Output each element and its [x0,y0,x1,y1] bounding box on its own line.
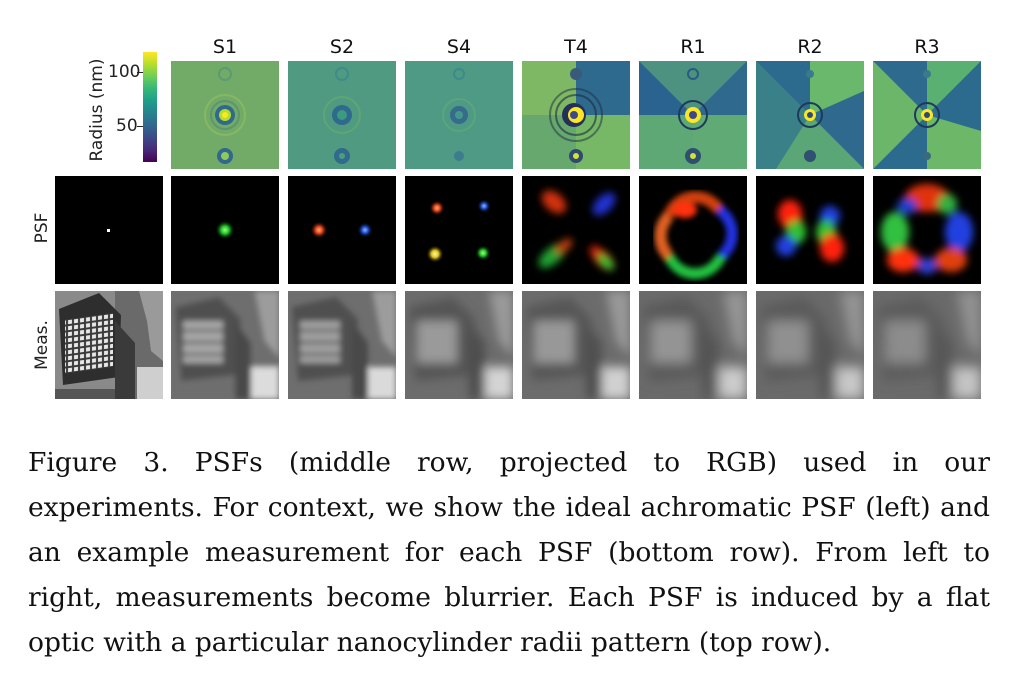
measurement-s4 [405,291,513,399]
colorbar-label: Radius (nm) [87,58,107,162]
measurement-r1 [639,291,747,399]
radius-pattern-r3 [873,61,981,169]
measurement-r3 [873,291,981,399]
column-label-t4: T4 [564,36,588,58]
psf-s2 [288,176,396,284]
radius-pattern-t4 [522,61,630,169]
colorbar-tick-mark [137,72,143,73]
column-label-s2: S2 [329,36,355,58]
figure-caption: Figure 3. PSFs (middle row, projected to… [28,447,990,658]
radius-pattern-r1 [639,61,747,169]
measurement-s1 [171,291,279,399]
row-label-meas: Meas. [32,320,52,370]
psf-t4 [522,176,630,284]
psf-r3 [873,176,981,284]
measurement-r2 [756,291,864,399]
column-label-r2: R2 [797,36,823,58]
colorbar [143,52,157,162]
measurement-t4 [522,291,630,399]
psf-s1 [171,176,279,284]
column-label-s4: S4 [446,36,472,58]
psf-r2 [756,176,864,284]
row-label-psf: PSF [32,212,52,244]
radius-pattern-s4 [405,61,513,169]
psf-s4 [405,176,513,284]
radius-pattern-r2 [756,61,864,169]
measurement-s2 [288,291,396,399]
colorbar-tick-50: 50 [116,116,138,136]
radius-pattern-s2 [288,61,396,169]
column-label-r3: R3 [914,36,940,58]
colorbar-tick-mark [137,126,143,127]
colorbar-tick-100: 100 [108,62,141,82]
psf-r1 [639,176,747,284]
psf-ideal-achromatic [55,176,163,284]
column-label-r1: R1 [680,36,706,58]
column-label-s1: S1 [212,36,238,58]
radius-pattern-s1 [171,61,279,169]
measurement-ideal [55,291,163,399]
